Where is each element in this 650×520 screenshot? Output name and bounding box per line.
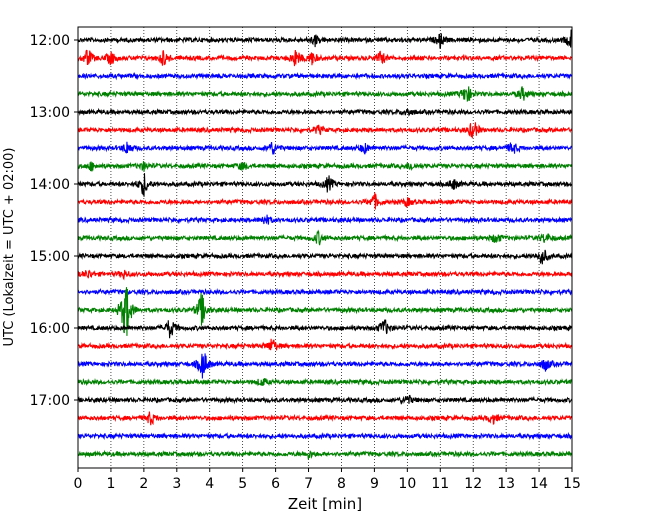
trace-line [77, 161, 573, 172]
trace-line [77, 122, 573, 139]
x-tick-label: 11 [431, 476, 449, 492]
trace-line [77, 287, 573, 297]
trace-line [77, 319, 573, 339]
trace-line [77, 394, 573, 405]
x-tick-label: 13 [497, 476, 515, 492]
trace-line [77, 229, 573, 246]
trace-line [77, 107, 573, 117]
trace-rows [77, 29, 573, 460]
x-tick-label: 2 [139, 476, 148, 492]
trace-line [77, 29, 573, 49]
trace-line [77, 71, 573, 81]
trace-line [77, 338, 573, 351]
trace-line [77, 431, 573, 441]
trace-line [77, 86, 573, 102]
x-tick-label: 7 [304, 476, 313, 492]
trace-line [77, 214, 573, 225]
x-tick-label: 14 [530, 476, 548, 492]
trace-line [77, 449, 573, 460]
x-tick-label: 9 [370, 476, 379, 492]
y-tick-label: 16:00 [30, 321, 70, 337]
x-axis-ticks: 0 1 2 3 4 5 6 7 8 9 10 11 12 13 14 15 [74, 468, 581, 492]
x-tick-label: 3 [172, 476, 181, 492]
trace-line [77, 287, 573, 336]
y-tick-label: 14:00 [30, 177, 70, 193]
trace-line [77, 49, 573, 67]
x-tick-label: 8 [337, 476, 346, 492]
x-tick-label: 12 [464, 476, 482, 492]
x-tick-label: 5 [238, 476, 247, 492]
x-tick-label: 6 [271, 476, 280, 492]
x-axis-label: Zeit [min] [288, 495, 362, 513]
plot-frame [77, 26, 573, 469]
trace-line [77, 173, 573, 197]
x-tick-label: 1 [106, 476, 115, 492]
y-tick-label: 17:00 [30, 393, 70, 409]
y-tick-label: 13:00 [30, 105, 70, 121]
x-tick-label: 0 [74, 476, 83, 492]
trace-line [77, 141, 573, 155]
y-tick-label: 15:00 [30, 249, 70, 265]
trace-line [77, 353, 573, 379]
trace-line [77, 192, 573, 210]
x-tick-label: 10 [398, 476, 416, 492]
y-tick-label: 12:00 [30, 33, 70, 49]
x-tick-label: 4 [205, 476, 214, 492]
trace-line [77, 377, 573, 387]
y-axis-ticks: 12:00 13:00 14:00 15:00 16:00 17:00 [30, 33, 78, 409]
trace-line [77, 249, 573, 265]
y-axis-label: UTC (Lokalzeit = UTC + 02:00) [2, 148, 17, 347]
trace-line [77, 411, 573, 426]
x-tick-label: 15 [563, 476, 581, 492]
trace-line [77, 269, 573, 281]
